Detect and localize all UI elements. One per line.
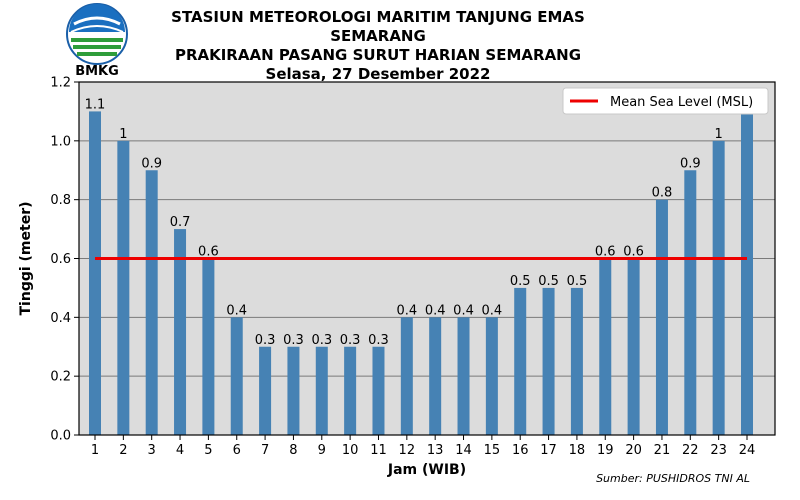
x-tick-label: 24: [739, 443, 756, 458]
bar-value-label: 0.5: [538, 274, 559, 289]
legend-box: [562, 87, 769, 115]
title-line-2: PRAKIRAAN PASANG SURUT HARIAN SEMARANG: [174, 46, 582, 64]
plot-frame: [78, 81, 776, 436]
y-tick-label: 0.4: [50, 311, 71, 326]
y-tick-label: 0.0: [50, 429, 71, 444]
bar: [315, 346, 328, 435]
y-axis-label: Tinggi (meter): [18, 201, 34, 315]
x-tick-label: 5: [204, 443, 212, 458]
bar-value-label: 1: [119, 127, 127, 142]
bar-value-label: 0.5: [567, 274, 588, 289]
bar: [287, 346, 300, 435]
bar: [174, 229, 187, 435]
bar-value-label: 0.3: [283, 333, 304, 348]
bar-value-label: 0.6: [623, 245, 644, 260]
x-tick-label: 20: [625, 443, 642, 458]
bar-value-label: 0.6: [198, 245, 219, 260]
bar-value-label: 0.3: [255, 333, 276, 348]
bar-value-label: 0.4: [425, 303, 446, 318]
x-tick-label: 13: [427, 443, 444, 458]
bar-value-label: 0.4: [482, 303, 503, 318]
bar-value-label: 0.7: [170, 215, 191, 230]
bar: [230, 317, 243, 435]
x-tick-label: 21: [654, 443, 671, 458]
source-note: Sumber: PUSHIDROS TNI AL: [596, 472, 750, 485]
bar: [117, 140, 130, 436]
x-tick-label: 11: [370, 443, 387, 458]
x-axis-label: Jam (WIB): [387, 462, 466, 478]
bar: [514, 287, 527, 435]
x-tick-label: 14: [455, 443, 472, 458]
bar: [712, 140, 725, 436]
bmkg-emblem-icon: [66, 3, 128, 65]
x-tick-label: 17: [540, 443, 557, 458]
y-tick-label: 1.2: [50, 76, 71, 91]
bar-value-label: 0.4: [453, 303, 474, 318]
x-tick-label: 8: [289, 443, 297, 458]
x-tick-label: 4: [176, 443, 184, 458]
bar-value-label: 0.9: [141, 156, 162, 171]
bar: [89, 111, 101, 436]
title-line-3: Selasa, 27 Desember 2022: [265, 65, 491, 83]
bar: [202, 258, 215, 435]
x-tick-label: 6: [233, 443, 241, 458]
bar-value-label: 0.9: [680, 156, 701, 171]
x-tick-label: 1: [91, 443, 99, 458]
bar: [655, 199, 668, 435]
bar: [344, 346, 357, 435]
x-tick-label: 18: [569, 443, 586, 458]
bmkg-logo: BMKG: [62, 2, 132, 82]
bar: [684, 170, 697, 435]
bar: [457, 317, 470, 435]
bar: [400, 317, 413, 435]
x-tick-label: 19: [597, 443, 614, 458]
x-tick-label: 15: [484, 443, 501, 458]
bar-value-label: 0.5: [510, 274, 531, 289]
x-tick-label: 16: [512, 443, 529, 458]
x-tick-label: 3: [148, 443, 156, 458]
bar-value-label: 0.3: [368, 333, 389, 348]
x-tick-label: 23: [710, 443, 727, 458]
title-line-1: STASIUN METEOROLOGI MARITIM TANJUNG EMAS…: [171, 8, 585, 45]
bar-value-label: 0.8: [652, 186, 673, 201]
bar: [741, 111, 753, 436]
x-tick-label: 10: [342, 443, 359, 458]
bar-value-label: 1.1: [85, 97, 106, 112]
x-tick-label: 7: [261, 443, 269, 458]
y-tick-label: 1.0: [50, 134, 71, 149]
bar: [627, 258, 640, 435]
legend-label: Mean Sea Level (MSL): [610, 95, 753, 110]
bar: [372, 346, 385, 435]
x-tick-label: 22: [682, 443, 699, 458]
bar: [485, 317, 498, 435]
bar: [259, 346, 272, 435]
logo-text: BMKG: [75, 64, 119, 79]
bar: [145, 170, 158, 435]
bar-value-label: 0.3: [340, 333, 361, 348]
bar: [599, 258, 612, 435]
bar-value-label: 1: [715, 127, 723, 142]
y-tick-label: 0.6: [50, 252, 71, 267]
y-tick-label: 0.2: [50, 370, 71, 385]
bar-value-label: 0.6: [595, 245, 616, 260]
bar: [570, 287, 583, 435]
y-tick-label: 0.8: [50, 193, 71, 208]
chart-title-block: STASIUN METEOROLOGI MARITIM TANJUNG EMAS…: [128, 8, 628, 84]
x-tick-label: 9: [318, 443, 326, 458]
bar-value-label: 0.3: [311, 333, 332, 348]
bar-value-label: 0.4: [396, 303, 417, 318]
bar: [429, 317, 442, 435]
bar-value-label: 0.4: [226, 303, 247, 318]
x-tick-label: 2: [119, 443, 127, 458]
bar: [542, 287, 555, 435]
x-tick-label: 12: [399, 443, 416, 458]
